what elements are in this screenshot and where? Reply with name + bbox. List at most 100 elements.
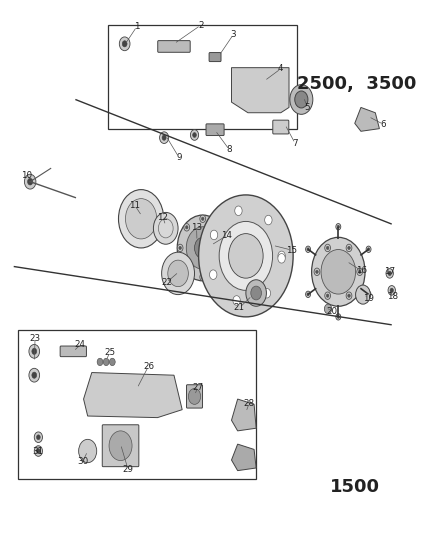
Circle shape [326,246,329,249]
Circle shape [311,237,365,306]
Text: 1: 1 [134,22,140,31]
Text: 4: 4 [278,64,283,73]
Text: 14: 14 [221,231,232,240]
Circle shape [200,215,205,222]
Text: 11: 11 [130,201,141,210]
Circle shape [201,217,204,221]
Circle shape [193,133,196,138]
Circle shape [367,293,370,296]
Circle shape [34,446,42,456]
FancyBboxPatch shape [158,41,190,52]
Circle shape [386,269,393,278]
Text: 16: 16 [356,266,367,275]
Polygon shape [232,399,256,431]
Circle shape [390,288,393,293]
Text: 17: 17 [384,268,395,276]
Circle shape [79,439,97,463]
FancyBboxPatch shape [206,124,224,135]
Circle shape [28,179,33,185]
Circle shape [235,206,242,215]
Text: 29: 29 [123,465,134,473]
Text: 3: 3 [231,30,237,39]
Circle shape [326,294,329,297]
Circle shape [325,244,331,252]
Circle shape [119,190,164,248]
FancyBboxPatch shape [102,425,139,467]
Text: 5: 5 [305,103,310,112]
Circle shape [97,358,103,366]
Circle shape [184,265,190,272]
Circle shape [125,199,157,239]
Circle shape [177,215,228,281]
Circle shape [388,271,391,276]
Circle shape [337,225,339,228]
Circle shape [388,286,396,295]
Text: 22: 22 [161,278,172,287]
Circle shape [325,292,331,300]
Circle shape [36,449,40,454]
Circle shape [307,293,309,296]
Text: 6: 6 [381,120,386,129]
Text: 2500,  3500: 2500, 3500 [297,75,417,93]
Circle shape [186,227,219,269]
Circle shape [216,265,222,272]
Circle shape [278,251,285,261]
Text: 1500: 1500 [330,478,380,496]
Circle shape [110,358,115,366]
Circle shape [306,246,311,253]
FancyBboxPatch shape [209,53,221,62]
Text: 7: 7 [293,139,298,148]
Circle shape [246,280,266,306]
Circle shape [233,296,240,305]
Circle shape [119,37,130,51]
Text: 26: 26 [143,362,154,370]
Circle shape [223,244,228,252]
FancyBboxPatch shape [273,120,289,134]
Circle shape [162,252,194,295]
Text: 30: 30 [77,457,88,466]
Text: 12: 12 [157,213,168,222]
Circle shape [198,195,293,317]
Circle shape [162,135,166,140]
Text: 2: 2 [198,21,203,30]
Circle shape [229,233,263,278]
Text: 25: 25 [104,348,116,357]
Circle shape [219,221,272,290]
Text: 24: 24 [75,341,86,350]
Circle shape [29,368,39,382]
Circle shape [32,372,37,378]
Polygon shape [232,444,256,471]
Circle shape [177,244,183,252]
Circle shape [356,285,371,304]
Circle shape [325,304,332,314]
Text: 19: 19 [363,294,374,303]
Text: 15: 15 [286,246,297,255]
Circle shape [185,225,188,229]
Text: 9: 9 [176,153,182,162]
Circle shape [194,237,211,259]
Circle shape [103,358,109,366]
Text: 28: 28 [244,399,255,408]
Circle shape [251,286,261,300]
Circle shape [346,292,352,300]
Circle shape [209,270,217,279]
Circle shape [210,230,218,240]
Circle shape [217,225,220,229]
Text: 13: 13 [191,223,202,232]
Circle shape [159,132,169,143]
Circle shape [29,344,39,358]
Circle shape [109,431,132,461]
Circle shape [191,130,198,140]
Circle shape [224,246,226,249]
Circle shape [366,291,371,297]
Circle shape [265,215,272,225]
Circle shape [346,244,352,252]
Circle shape [367,248,370,251]
Circle shape [314,268,320,276]
Circle shape [366,246,371,253]
Circle shape [25,174,36,189]
Circle shape [278,254,285,263]
Circle shape [36,435,40,440]
Circle shape [188,389,201,405]
Text: 31: 31 [32,447,43,456]
